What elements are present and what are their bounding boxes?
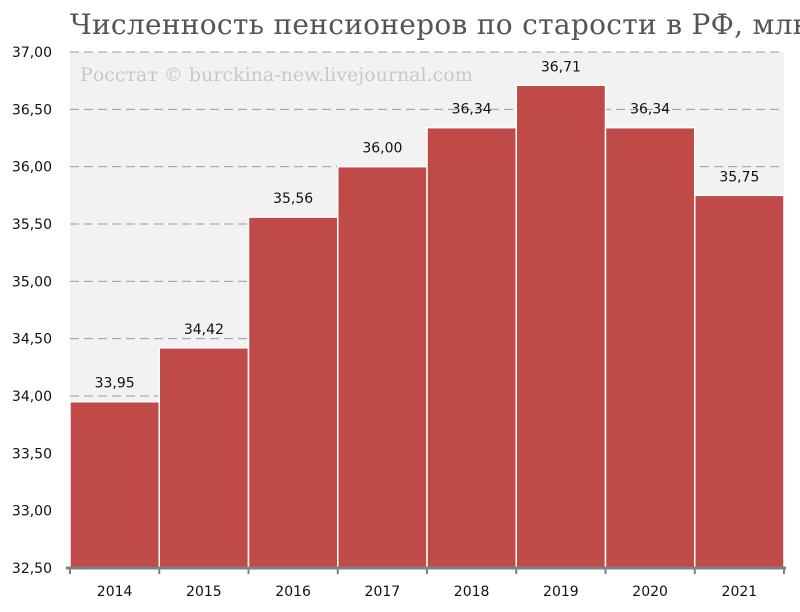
x-axis-tick-labels: 2014 2015 2016 2017 2018 2019 2020 2021	[97, 584, 757, 600]
x-tick-label: 2019	[543, 584, 579, 600]
data-labels: 33,95 34,42 35,56 36,00 36,34 36,71 36,34 35,75	[95, 59, 760, 391]
y-tick-label: 32,50	[12, 561, 52, 577]
x-tick-label: 2016	[275, 584, 311, 600]
data-label: 33,95	[95, 376, 135, 392]
x-tick-label: 2014	[97, 584, 133, 600]
data-label: 36,00	[362, 141, 402, 157]
y-tick-label: 36,00	[12, 160, 52, 176]
x-tick-label: 2017	[365, 584, 401, 600]
y-tick-label: 37,00	[12, 45, 52, 61]
y-tick-label: 33,00	[12, 504, 52, 520]
data-label: 36,34	[452, 102, 492, 118]
data-label: 35,75	[719, 169, 759, 185]
bar	[247, 216, 339, 569]
x-tick-label: 2021	[722, 584, 758, 600]
chart-title: Численность пенсионеров по старости в РФ…	[70, 8, 800, 41]
y-tick-label: 35,00	[12, 274, 52, 290]
bar	[158, 347, 250, 569]
data-label: 34,42	[184, 322, 224, 338]
y-tick-label: 36,50	[12, 102, 52, 118]
bar	[515, 84, 607, 569]
data-label: 36,71	[541, 59, 581, 75]
bar	[694, 194, 785, 569]
data-label: 36,34	[630, 102, 670, 118]
bars	[69, 84, 785, 569]
y-tick-label: 35,50	[12, 217, 52, 233]
data-label: 35,56	[273, 191, 313, 207]
bar	[426, 126, 517, 569]
y-tick-label: 34,00	[12, 389, 52, 405]
bar	[604, 126, 696, 569]
x-tick-label: 2015	[186, 584, 222, 600]
watermark: Росстат © burckina-new.livejournal.com	[80, 64, 473, 86]
y-tick-label: 34,50	[12, 332, 52, 348]
bar	[69, 400, 160, 569]
y-tick-label: 33,50	[12, 446, 52, 462]
x-axis	[66, 566, 786, 574]
x-tick-label: 2020	[632, 584, 668, 600]
y-axis-tick-labels: 32,50 33,00 33,50 34,00 34,50 35,00 35,50 36,00…	[12, 45, 52, 577]
x-tick-label: 2018	[454, 584, 490, 600]
bar	[337, 165, 428, 569]
